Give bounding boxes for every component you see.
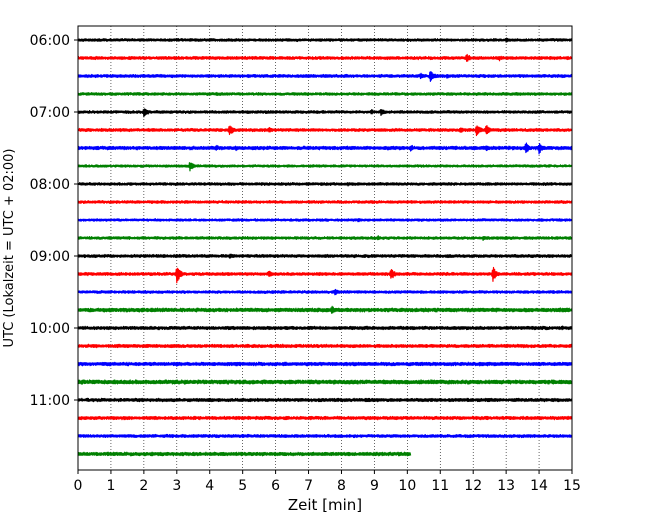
trace-0700 <box>77 108 573 118</box>
y-axis-ticks: 06:00 07:00 08:00 09:00 10:00 11:00 <box>30 33 78 409</box>
trace-0715 <box>77 124 573 137</box>
plot-frame <box>77 25 573 471</box>
x-tick-label: 14 <box>530 478 548 494</box>
x-axis-label: Zeit [min] <box>288 496 362 514</box>
x-tick-label: 5 <box>238 478 247 494</box>
trace-0730 <box>77 142 573 155</box>
trace-0845 <box>77 235 573 241</box>
x-tick-label: 13 <box>497 478 515 494</box>
trace-1000 <box>77 325 573 331</box>
x-tick-label: 8 <box>337 478 346 494</box>
seismogram-traces <box>77 37 573 457</box>
trace-1045 <box>77 379 573 385</box>
trace-0900 <box>77 253 573 259</box>
x-tick-label: 6 <box>271 478 280 494</box>
trace-0600 <box>77 37 573 43</box>
trace-0645 <box>77 91 573 97</box>
y-tick-label: 08:00 <box>30 177 70 193</box>
trace-1030 <box>77 361 573 367</box>
trace-0815 <box>77 199 573 205</box>
trace-0930 <box>77 288 573 296</box>
x-tick-label: 15 <box>563 478 581 494</box>
x-tick-label: 11 <box>431 478 449 494</box>
y-axis-label: UTC (Lokalzeit = UTC + 02:00) <box>2 149 17 348</box>
x-tick-label: 12 <box>464 478 482 494</box>
trace-0830 <box>77 218 573 223</box>
trace-0630 <box>77 70 573 82</box>
trace-1100 <box>77 397 573 403</box>
x-grid <box>110 26 540 470</box>
y-tick-label: 09:00 <box>30 249 70 265</box>
x-tick-label: 4 <box>205 478 214 494</box>
trace-0745 <box>77 162 573 172</box>
trace-1115 <box>77 415 573 421</box>
x-axis-ticks: 0 1 2 3 4 5 6 7 8 9 10 11 12 13 14 15 <box>74 470 581 494</box>
y-tick-label: 11:00 <box>30 393 70 409</box>
trace-1145 <box>77 451 412 457</box>
y-tick-label: 10:00 <box>30 321 70 337</box>
trace-0915 <box>77 266 573 284</box>
x-tick-label: 1 <box>106 478 115 494</box>
y-tick-label: 06:00 <box>30 33 70 49</box>
trace-0615 <box>77 53 573 62</box>
trace-1130 <box>77 433 573 439</box>
x-tick-label: 3 <box>172 478 181 494</box>
x-tick-label: 9 <box>370 478 379 494</box>
y-tick-label: 07:00 <box>30 105 70 121</box>
x-tick-label: 7 <box>304 478 313 494</box>
x-tick-label: 0 <box>74 478 83 494</box>
trace-0800 <box>77 181 573 187</box>
trace-1015 <box>77 343 573 349</box>
x-tick-label: 10 <box>398 478 416 494</box>
x-tick-label: 2 <box>139 478 148 494</box>
trace-0945 <box>77 305 573 314</box>
